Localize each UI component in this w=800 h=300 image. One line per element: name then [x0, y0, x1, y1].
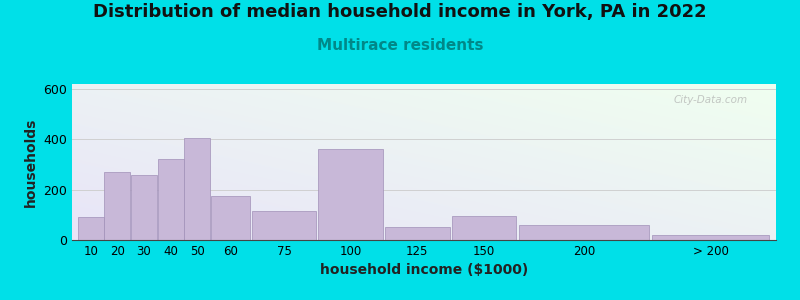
Bar	[184, 138, 210, 240]
Text: Multirace residents: Multirace residents	[317, 38, 483, 52]
Bar	[318, 149, 383, 240]
Bar	[131, 175, 157, 240]
Bar	[78, 218, 104, 240]
Bar	[252, 211, 316, 240]
Bar	[653, 236, 769, 240]
Y-axis label: households: households	[24, 117, 38, 207]
Bar	[211, 196, 250, 240]
Bar	[452, 216, 516, 240]
Bar	[158, 160, 184, 240]
Bar	[519, 225, 649, 240]
Bar	[385, 227, 450, 240]
X-axis label: household income ($1000): household income ($1000)	[320, 263, 528, 278]
Text: City-Data.com: City-Data.com	[674, 95, 748, 105]
Bar	[104, 172, 130, 240]
Text: Distribution of median household income in York, PA in 2022: Distribution of median household income …	[93, 3, 707, 21]
